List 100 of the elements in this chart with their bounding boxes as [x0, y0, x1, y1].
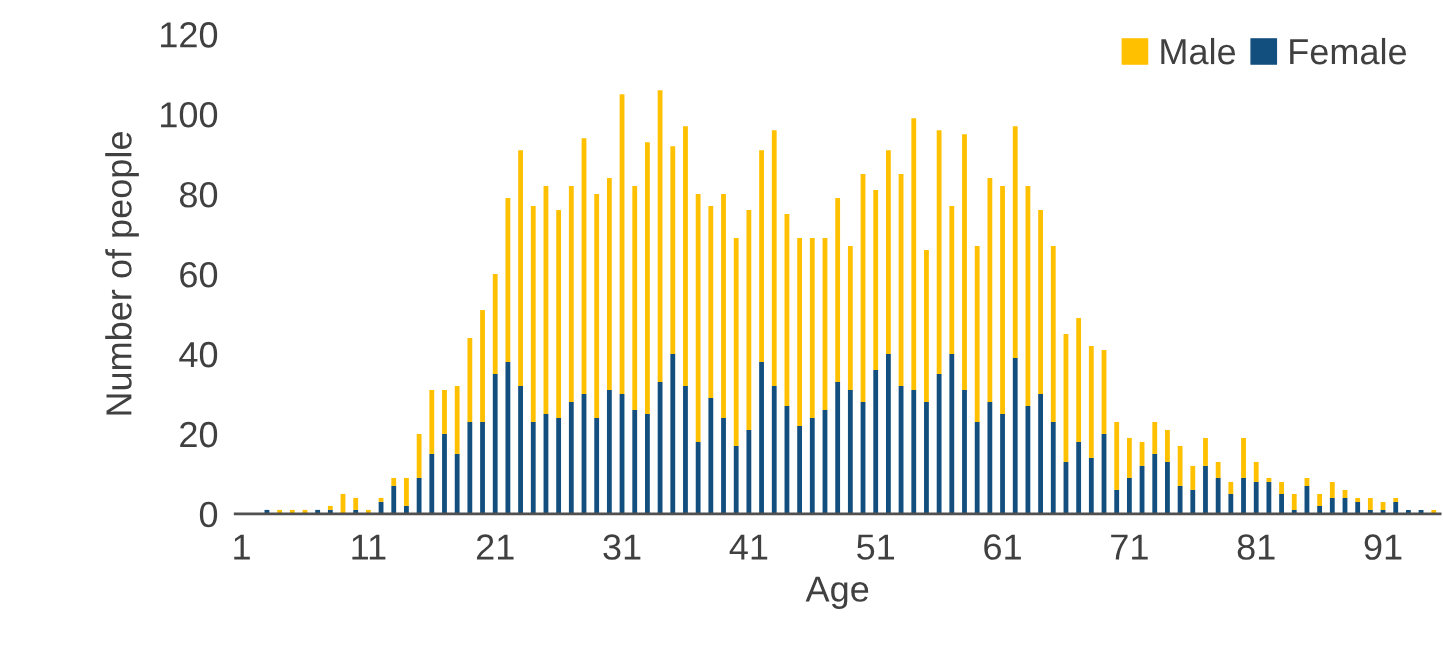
bar — [1215, 461, 1221, 478]
bar — [416, 477, 422, 514]
bar — [746, 429, 752, 514]
bar — [1393, 501, 1399, 514]
bar — [1025, 186, 1031, 406]
bar — [1329, 497, 1335, 514]
bar — [1050, 246, 1056, 422]
bar — [708, 397, 714, 514]
bar — [1000, 186, 1005, 414]
bar — [353, 497, 359, 510]
bar — [1012, 126, 1018, 358]
y-tick-label: 40 — [179, 341, 218, 368]
bar — [657, 90, 663, 382]
bar — [1279, 481, 1284, 494]
bar — [683, 385, 688, 514]
bar — [797, 425, 803, 514]
bar — [606, 389, 612, 514]
bar — [924, 250, 929, 402]
bar — [759, 150, 764, 362]
bar — [1076, 318, 1082, 442]
bar — [962, 134, 967, 390]
bar — [911, 118, 917, 390]
bar — [1253, 461, 1259, 482]
bar — [480, 310, 485, 422]
bar — [1076, 441, 1082, 514]
bar — [594, 417, 600, 514]
bar — [695, 194, 701, 442]
bar — [518, 150, 523, 386]
bar — [1177, 445, 1183, 486]
bar — [632, 409, 638, 514]
bar — [657, 381, 663, 514]
bar — [835, 198, 841, 382]
bar — [416, 433, 422, 478]
bar — [606, 178, 612, 390]
bar — [1165, 461, 1170, 514]
bar — [1190, 465, 1196, 490]
bar — [1393, 497, 1399, 502]
x-tick-label: 51 — [857, 534, 895, 560]
x-tick-label: 61 — [984, 534, 1021, 560]
bar — [1228, 493, 1234, 514]
bar — [1355, 497, 1361, 502]
x-tick-label: 11 — [352, 534, 386, 560]
bar — [936, 130, 942, 374]
bar — [708, 206, 714, 398]
bar — [530, 206, 536, 422]
bar — [492, 373, 498, 514]
bar — [1177, 485, 1183, 514]
bar — [885, 354, 891, 514]
bar — [1279, 493, 1284, 514]
bar — [1126, 437, 1132, 478]
bar — [632, 186, 638, 410]
bar — [1253, 481, 1259, 514]
bar — [1038, 210, 1043, 394]
bar — [797, 238, 803, 426]
bar — [530, 421, 536, 514]
bar — [987, 401, 993, 514]
bar — [1317, 505, 1323, 514]
x-tick-label: 1 — [234, 534, 250, 560]
bar — [518, 385, 523, 514]
legend-label: Female — [1290, 37, 1407, 65]
x-tick-label: 81 — [1237, 534, 1275, 560]
bar — [505, 362, 511, 514]
bar — [404, 477, 409, 506]
bar — [391, 477, 397, 486]
bar — [835, 381, 841, 514]
y-tick-label: 100 — [161, 102, 218, 128]
x-tick-label: 21 — [476, 534, 514, 560]
bar — [1088, 346, 1094, 458]
bar — [987, 178, 993, 402]
y-tick-label: 20 — [180, 421, 218, 448]
bar — [442, 389, 447, 434]
bar — [885, 150, 891, 354]
bar — [809, 417, 815, 514]
y-axis-title: Number of people — [105, 132, 139, 415]
bar — [1012, 358, 1018, 514]
bar — [847, 246, 853, 390]
bar — [429, 453, 435, 514]
bar — [1000, 413, 1005, 514]
bar — [873, 190, 879, 370]
bar — [1329, 481, 1335, 498]
bar — [721, 417, 726, 514]
bar — [1025, 405, 1031, 514]
x-tick-label: 91 — [1364, 534, 1402, 560]
bar — [771, 385, 777, 514]
bar — [480, 421, 485, 514]
bar — [467, 338, 473, 422]
bar — [556, 417, 562, 514]
legend-label: Male — [1161, 37, 1236, 65]
y-tick-label: 80 — [179, 181, 218, 208]
bar — [1203, 437, 1208, 466]
bar — [505, 198, 511, 362]
x-tick-label: 41 — [729, 534, 768, 560]
x-axis-title: Age — [805, 576, 869, 609]
bar — [759, 362, 764, 514]
bar — [556, 210, 562, 418]
bar — [1050, 421, 1056, 514]
bar — [568, 401, 574, 514]
bar — [809, 238, 815, 418]
bar — [974, 421, 980, 514]
bar — [924, 401, 929, 514]
